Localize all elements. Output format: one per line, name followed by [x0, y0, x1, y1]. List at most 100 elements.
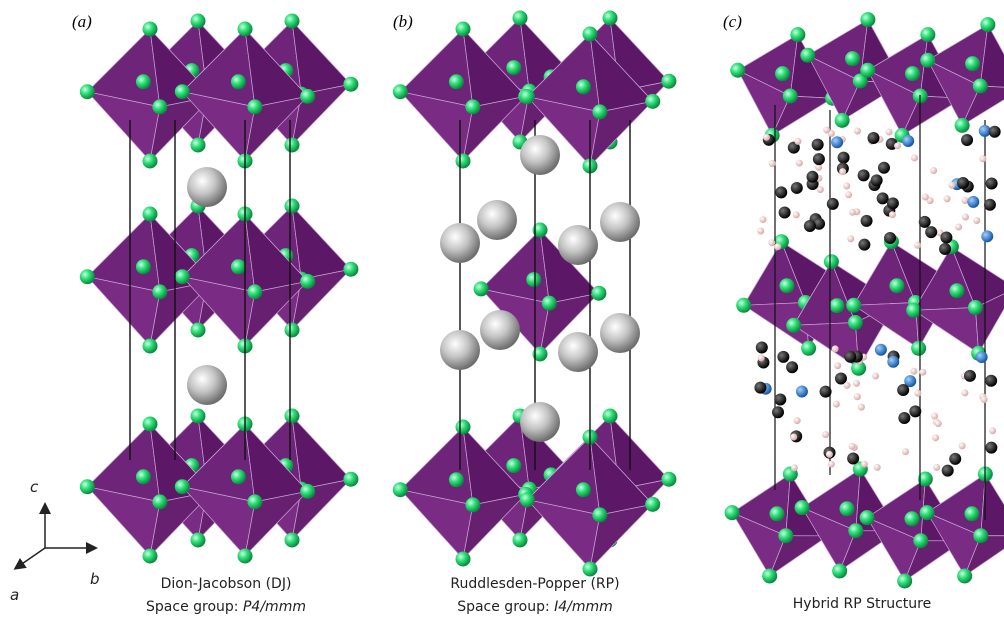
octahedron-face	[963, 535, 1004, 577]
atom	[843, 182, 851, 190]
atom	[795, 159, 803, 167]
atom	[777, 350, 790, 363]
atom	[848, 442, 856, 450]
atom	[909, 405, 922, 418]
atom	[506, 458, 522, 474]
atom	[480, 310, 520, 350]
atom	[757, 227, 765, 235]
atom	[965, 56, 981, 72]
atom	[906, 302, 922, 318]
octahedron-face	[149, 95, 214, 163]
atom	[826, 197, 839, 210]
atom	[902, 448, 910, 456]
atom	[989, 427, 997, 435]
atom	[921, 193, 929, 201]
atom	[931, 412, 939, 420]
atom	[844, 350, 857, 363]
octahedron-face	[149, 490, 214, 558]
atom	[887, 355, 900, 368]
atom	[284, 532, 300, 548]
atom	[142, 21, 158, 37]
atom	[793, 417, 801, 425]
atom	[978, 124, 991, 137]
atom	[284, 13, 300, 29]
atom	[860, 214, 873, 227]
atom	[190, 408, 206, 424]
axis-label: a	[10, 586, 19, 604]
atom	[845, 51, 861, 67]
atom	[575, 79, 591, 95]
atom	[769, 506, 785, 522]
atom	[973, 216, 981, 224]
atom	[230, 74, 246, 90]
atom	[914, 241, 922, 249]
octahedron-face	[462, 95, 527, 163]
octahedron-face	[768, 535, 830, 577]
axis-label: c	[30, 478, 39, 496]
atom	[963, 369, 976, 382]
atom	[985, 177, 998, 190]
atom	[142, 206, 158, 222]
atom	[964, 506, 980, 522]
atom	[847, 235, 855, 243]
panel-label: (c)	[723, 12, 742, 31]
atom	[853, 379, 861, 387]
atom	[885, 128, 893, 136]
atom	[724, 505, 740, 521]
atom	[823, 254, 839, 270]
atom	[930, 167, 938, 175]
atom	[786, 361, 799, 374]
atom	[759, 216, 767, 224]
atom	[851, 360, 867, 376]
atom	[980, 395, 988, 403]
atom	[904, 511, 920, 527]
octahedron	[912, 245, 1004, 355]
atom	[860, 12, 876, 28]
atom	[811, 138, 824, 151]
atom	[980, 17, 996, 33]
atom	[806, 170, 819, 183]
atom	[812, 153, 825, 166]
atom	[795, 385, 808, 398]
atom	[300, 273, 316, 289]
atom	[775, 66, 791, 82]
atom	[440, 330, 480, 370]
atom	[592, 507, 608, 523]
atom	[949, 283, 965, 299]
atom	[775, 186, 788, 199]
atom	[853, 393, 861, 401]
atom	[985, 374, 998, 387]
atom	[230, 259, 246, 275]
atom	[886, 197, 899, 210]
atom	[762, 133, 770, 141]
atom	[174, 269, 190, 285]
atom	[932, 434, 940, 442]
atom	[839, 501, 855, 517]
atom	[519, 89, 535, 105]
atom	[920, 27, 936, 43]
octahedron-face	[539, 292, 600, 356]
atom	[768, 239, 776, 247]
atom	[902, 134, 915, 147]
octahedron-face	[961, 85, 1004, 127]
atom	[174, 84, 190, 100]
atom	[757, 354, 765, 362]
atom	[967, 195, 980, 208]
atom	[988, 125, 1001, 138]
atom	[825, 450, 833, 458]
atom	[949, 452, 962, 465]
atom	[520, 402, 560, 442]
atom	[755, 341, 768, 354]
atom	[284, 408, 300, 424]
atom	[918, 215, 931, 228]
panel-label: (b)	[393, 12, 413, 31]
atom	[800, 47, 816, 63]
atom	[592, 104, 608, 120]
atom	[967, 300, 983, 316]
axes-triad: c b a	[10, 478, 100, 604]
atom	[600, 313, 640, 353]
atom	[790, 27, 806, 43]
atom	[829, 298, 845, 314]
octahedron	[792, 260, 898, 370]
